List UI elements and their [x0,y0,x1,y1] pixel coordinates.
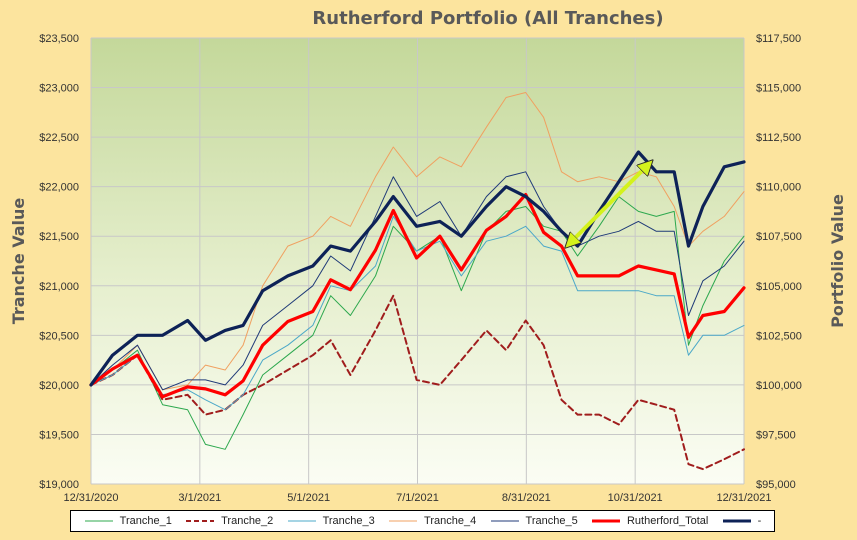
y-axis-title-right: Portfolio Value [828,194,847,328]
legend-label: Tranche_5 [525,515,578,527]
y-tick-label-right: $97,500 [756,429,796,441]
y-tick-label-left: $23,000 [39,83,79,95]
y-tick-label-right: $102,500 [756,330,802,342]
legend-swatch [490,520,519,522]
y-tick-label-left: $19,000 [39,479,79,491]
legend-label: Rutherford_Total [626,515,709,527]
y-ticks-right: $95,000 $97,500 $100,000 $102,500 $105,000 $1… [756,33,802,491]
y-tick-label-right: $105,000 [756,281,802,293]
y-tick-label-left: $20,000 [39,380,79,392]
series-line-rutherford-total [89,193,746,399]
legend-swatch [287,520,316,522]
series-line-tranche-2 [90,294,745,471]
legend-swatch [84,520,113,522]
legend-item: Tranche_2 [185,515,273,527]
x-tick-label: 12/31/2021 [716,492,771,504]
y-tick-label-right: $107,500 [756,231,802,243]
legend-label: Tranche_3 [322,515,375,527]
legend-item: Tranche_4 [388,515,476,527]
chart-title: Rutherford Portfolio (All Tranches) [312,8,663,29]
x-tick-label: 7/1/2021 [396,492,439,504]
y-tick-label-left: $20,500 [39,330,79,342]
annotation-arrow [567,162,651,246]
y-axis-title-left: Tranche Value [9,198,28,325]
legend-swatch [591,519,620,523]
y-tick-label-right: $117,500 [756,33,801,45]
legend-label: - [757,515,762,527]
legend-item: Rutherford_Total [591,515,708,527]
y-tick-label-left: $19,500 [39,429,79,441]
x-tick-label: 10/31/2021 [608,492,663,504]
legend-label: Tranche_2 [221,515,274,527]
y-tick-label-left: $21,000 [39,281,79,293]
legend-item: Tranche_1 [84,515,172,527]
y-tick-label-right: $110,000 [756,182,801,194]
legend-swatch [722,519,751,523]
x-ticks: 12/31/2020 3/1/2021 5/1/2021 7/1/2021 8/31/2… [63,492,771,504]
y-tick-label-left: $23,500 [39,33,79,45]
y-tick-label-left: $21,500 [39,231,79,243]
grid-lines [90,37,745,485]
y-tick-label-right: $112,500 [756,132,801,144]
y-tick-label-left: $22,000 [39,182,79,194]
y-tick-label-right: $115,000 [756,83,801,95]
y-tick-label-right: $95,000 [756,479,796,491]
series-line-tranche-3 [90,215,745,411]
legend: Tranche_1 Tranche_2 Tranche_3 Tranche_4 Tran… [70,510,775,532]
x-tick-label: 8/31/2021 [502,492,551,504]
y-tick-label-left: $22,500 [39,132,79,144]
legend-item: - [722,515,762,527]
y-ticks-left: $19,000 $19,500 $20,000 $20,500 $21,000 $21,5… [39,33,79,491]
legend-label: Tranche_4 [424,515,477,527]
x-tick-label: 3/1/2021 [178,492,221,504]
legend-label: Tranche_1 [119,515,172,527]
y-tick-label-right: $100,000 [756,380,802,392]
legend-item: Tranche_5 [490,515,578,527]
x-tick-label: 12/31/2020 [63,492,118,504]
x-tick-label: 5/1/2021 [287,492,330,504]
legend-item: Tranche_3 [287,515,375,527]
legend-swatch [389,520,418,522]
legend-swatch [186,520,215,522]
